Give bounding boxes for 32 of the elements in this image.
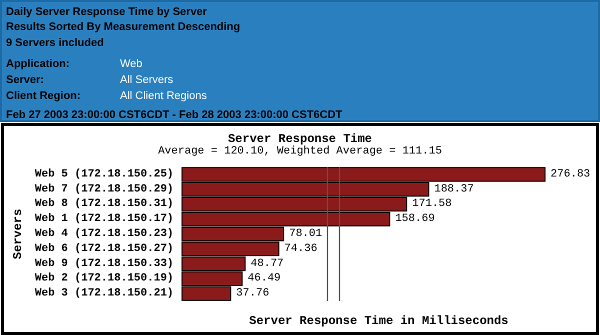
text: All Servers [120,74,174,86]
text: Feb 27 2003 23:00:00 CST6CDT - Feb 28 2003 23:00:00 CST6CDT [6,109,342,121]
text: Web [120,58,142,70]
text: Results Sorted By Measurement Descending [6,21,240,33]
text: Daily Server Response Time by Server [6,6,207,18]
data-label: 276.83 [550,168,590,180]
chart-subtitle: Average = 120.10, Weighted Average = 111.15 [158,146,442,158]
text: Client Region: [6,90,81,102]
text: 9 Servers included [6,37,104,49]
y-tick-label: Web 6 (172.18.150.27) [34,242,174,255]
y-tick-label: Web 4 (172.18.150.23) [34,228,174,240]
y-tick-label: Web 9 (172.18.150.33) [34,258,174,270]
chart-title: Server Response Time [228,132,372,146]
data-label: 158.69 [395,213,435,226]
y-tick-label: Web 3 (172.18.150.21) [34,288,174,300]
data-label: 188.37 [434,183,474,196]
data-label: 78.01 [289,228,323,240]
data-label: 46.49 [248,272,281,285]
y-tick-label: Web 1 (172.18.150.17) [34,213,174,226]
text: All Client Regions [120,90,207,102]
y-tick-label: Web 2 (172.18.150.19) [34,272,174,285]
y-tick-label: Web 7 (172.18.150.29) [34,183,174,196]
data-label: 37.76 [236,288,270,300]
y-tick-label: Web 8 (172.18.150.31) [34,198,174,210]
data-label: 74.36 [284,242,318,255]
text: Server: [6,74,44,86]
y-axis-title: Servers [11,208,25,260]
y-tick-label: Web 5 (172.18.150.25) [34,168,174,180]
x-axis-title: Server Response Time in Milliseconds [249,314,508,328]
text: Application: [6,58,70,70]
data-label: 48.77 [250,258,284,270]
data-label: 171.58 [412,198,452,210]
